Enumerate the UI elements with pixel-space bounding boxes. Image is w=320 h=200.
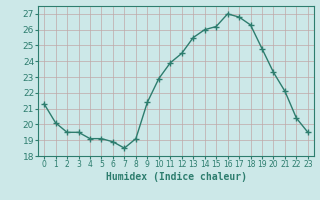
X-axis label: Humidex (Indice chaleur): Humidex (Indice chaleur) (106, 172, 246, 182)
